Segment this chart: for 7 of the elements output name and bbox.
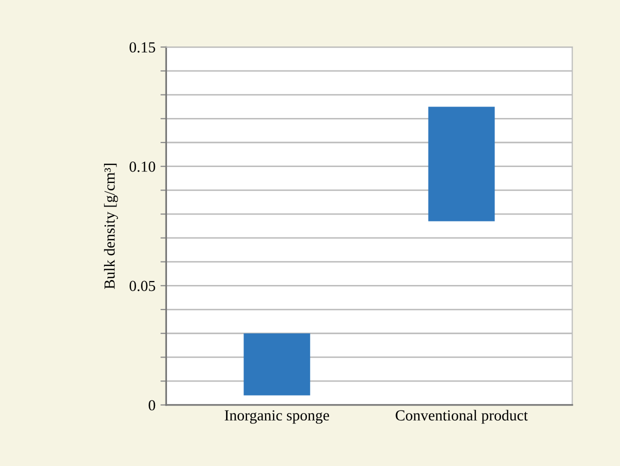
y-tick-label: 0.15: [130, 42, 156, 53]
y-tick-label: 0.10: [130, 162, 156, 172]
x-tick-label: Conventional product: [396, 410, 528, 424]
y-tick-label: 0: [148, 400, 156, 410]
x-tick-label: Inorganic sponge: [224, 410, 330, 424]
y-axis-title: Bulk density [g/cm³]: [104, 164, 118, 289]
y-tick-label: 0.05: [130, 280, 156, 292]
